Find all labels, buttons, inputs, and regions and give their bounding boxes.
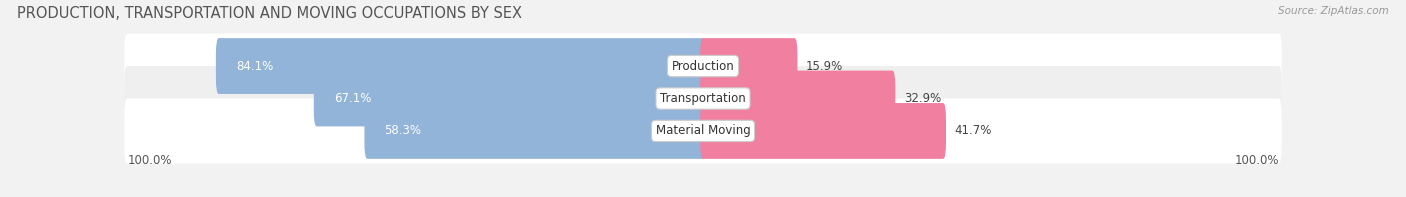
- Text: 67.1%: 67.1%: [333, 92, 371, 105]
- FancyBboxPatch shape: [124, 34, 1282, 98]
- Text: PRODUCTION, TRANSPORTATION AND MOVING OCCUPATIONS BY SEX: PRODUCTION, TRANSPORTATION AND MOVING OC…: [17, 6, 522, 21]
- FancyBboxPatch shape: [124, 66, 1282, 131]
- Text: 15.9%: 15.9%: [806, 59, 844, 72]
- Text: 32.9%: 32.9%: [904, 92, 941, 105]
- Text: Material Moving: Material Moving: [655, 125, 751, 138]
- FancyBboxPatch shape: [217, 38, 706, 94]
- Text: Production: Production: [672, 59, 734, 72]
- FancyBboxPatch shape: [700, 103, 946, 159]
- Text: 100.0%: 100.0%: [1234, 154, 1279, 167]
- FancyBboxPatch shape: [700, 38, 797, 94]
- Text: 100.0%: 100.0%: [127, 154, 172, 167]
- Text: Transportation: Transportation: [661, 92, 745, 105]
- FancyBboxPatch shape: [124, 98, 1282, 163]
- FancyBboxPatch shape: [314, 71, 706, 126]
- FancyBboxPatch shape: [364, 103, 706, 159]
- Text: 41.7%: 41.7%: [955, 125, 993, 138]
- Text: 58.3%: 58.3%: [385, 125, 422, 138]
- Text: Source: ZipAtlas.com: Source: ZipAtlas.com: [1278, 6, 1389, 16]
- FancyBboxPatch shape: [700, 71, 896, 126]
- Text: 84.1%: 84.1%: [236, 59, 273, 72]
